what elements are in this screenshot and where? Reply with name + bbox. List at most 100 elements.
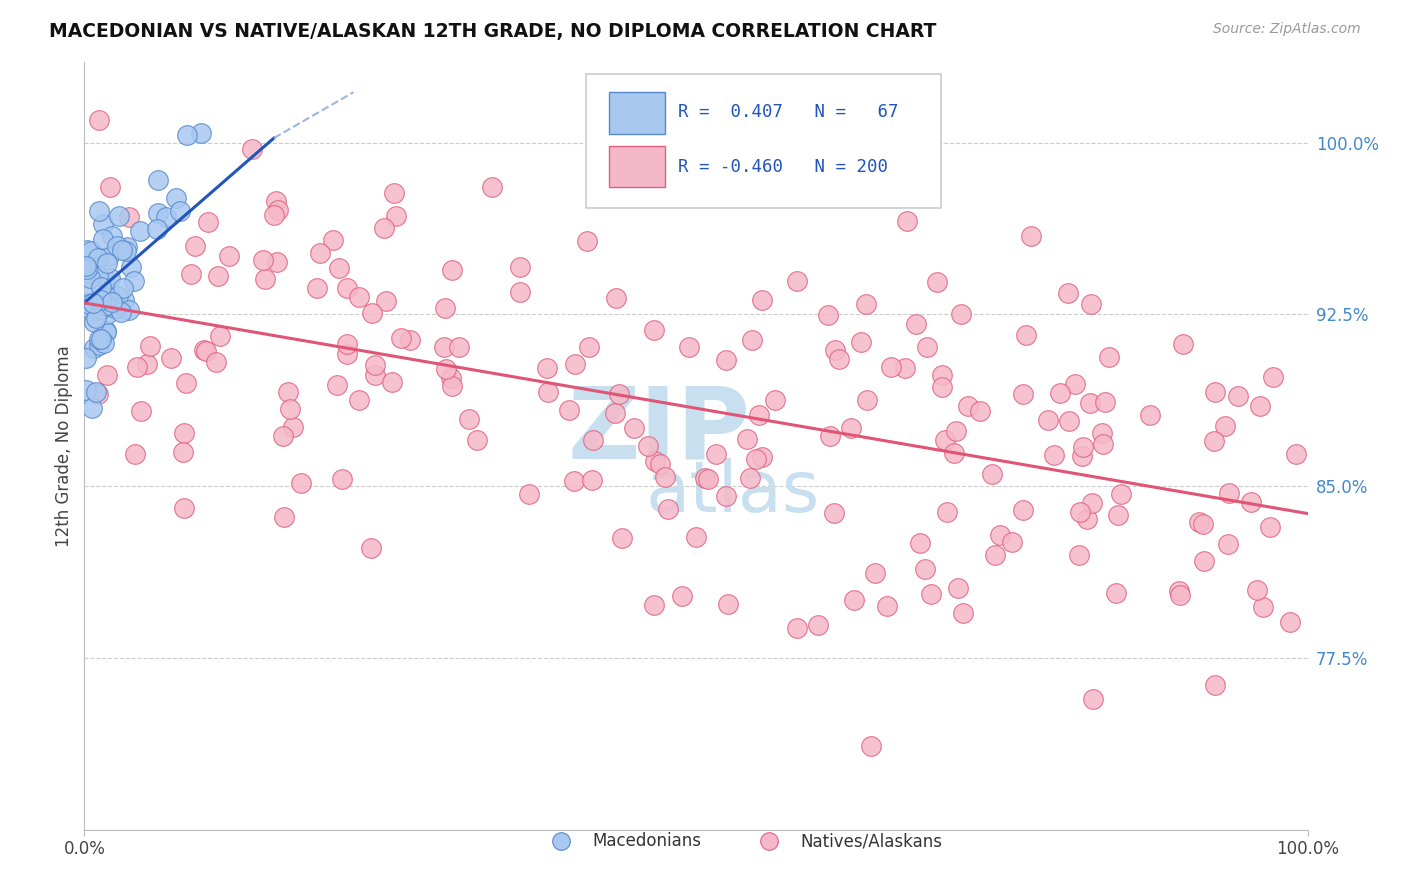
Point <box>97 249 120 263</box>
Point <box>273 509 295 524</box>
Point <box>1111 487 1133 501</box>
Point <box>1083 692 1105 706</box>
Point <box>434 361 457 376</box>
Point <box>465 433 488 447</box>
Point <box>714 353 737 368</box>
Point <box>105 238 128 252</box>
Point <box>908 536 931 550</box>
Point <box>851 334 873 349</box>
Point <box>101 295 124 310</box>
Point <box>373 221 395 235</box>
Point <box>267 202 290 217</box>
Point <box>765 393 787 408</box>
Point <box>1171 337 1194 351</box>
Point <box>83 315 105 329</box>
Point <box>101 228 124 243</box>
Point <box>173 426 195 441</box>
Point <box>1080 297 1102 311</box>
Point <box>253 272 276 286</box>
Point <box>87 332 110 346</box>
Point <box>165 191 187 205</box>
Point <box>277 384 299 399</box>
Text: MACEDONIAN VS NATIVE/ALASKAN 12TH GRADE, NO DIPLOMA CORRELATION CHART: MACEDONIAN VS NATIVE/ALASKAN 12TH GRADE,… <box>49 22 936 41</box>
Point <box>82 296 104 310</box>
Point <box>1036 413 1059 427</box>
Point <box>1043 448 1066 462</box>
Point <box>925 275 948 289</box>
Point <box>108 301 131 315</box>
Point <box>786 621 808 635</box>
Point <box>1012 386 1035 401</box>
Point <box>381 375 404 389</box>
Point <box>844 592 866 607</box>
FancyBboxPatch shape <box>609 93 665 134</box>
Point <box>173 501 195 516</box>
Point <box>124 447 146 461</box>
Point <box>984 548 1007 562</box>
Point <box>1064 377 1087 392</box>
Point <box>1285 447 1308 461</box>
Point <box>623 421 645 435</box>
Point <box>751 293 773 307</box>
Point <box>271 428 294 442</box>
Point <box>745 452 768 467</box>
Point <box>1107 508 1129 522</box>
Point <box>550 834 572 848</box>
Point <box>893 360 915 375</box>
Point <box>97 285 120 300</box>
Point <box>389 331 412 345</box>
Point <box>581 473 603 487</box>
Point <box>1067 548 1090 562</box>
Text: Macedonians: Macedonians <box>592 832 702 850</box>
Point <box>336 347 359 361</box>
Point <box>111 244 134 258</box>
Point <box>364 358 387 372</box>
Point <box>509 260 531 274</box>
Point <box>605 291 627 305</box>
Point <box>824 343 846 357</box>
Point <box>125 359 148 374</box>
Point <box>117 211 139 225</box>
Point <box>80 401 103 415</box>
Point <box>129 224 152 238</box>
Point <box>83 341 105 355</box>
Point <box>146 173 169 187</box>
Point <box>856 393 879 408</box>
Point <box>943 446 966 460</box>
Point <box>1076 512 1098 526</box>
Point <box>112 281 135 295</box>
Point <box>562 475 585 489</box>
Point <box>87 251 110 265</box>
Point <box>1071 441 1094 455</box>
Point <box>374 294 396 309</box>
Point <box>240 142 263 156</box>
Point <box>98 179 121 194</box>
Point <box>1105 585 1128 599</box>
FancyBboxPatch shape <box>586 74 941 208</box>
Point <box>889 174 911 188</box>
Point <box>176 128 198 142</box>
Point <box>120 260 142 274</box>
Point <box>328 260 350 275</box>
Point <box>146 206 169 220</box>
Point <box>107 289 129 303</box>
Point <box>91 232 114 246</box>
Point <box>1170 588 1192 602</box>
Point <box>93 335 115 350</box>
Point <box>90 293 112 307</box>
Point <box>1218 486 1240 500</box>
Point <box>1258 519 1281 533</box>
Point <box>114 244 136 259</box>
Point <box>218 249 240 263</box>
Point <box>309 246 332 260</box>
Point <box>87 204 110 219</box>
Point <box>717 597 740 611</box>
Point <box>172 445 194 459</box>
Point <box>87 337 110 351</box>
Point <box>1081 496 1104 510</box>
Point <box>75 351 97 366</box>
Point <box>98 270 121 285</box>
Point <box>194 344 217 359</box>
Point <box>84 384 107 399</box>
Point <box>82 304 104 318</box>
